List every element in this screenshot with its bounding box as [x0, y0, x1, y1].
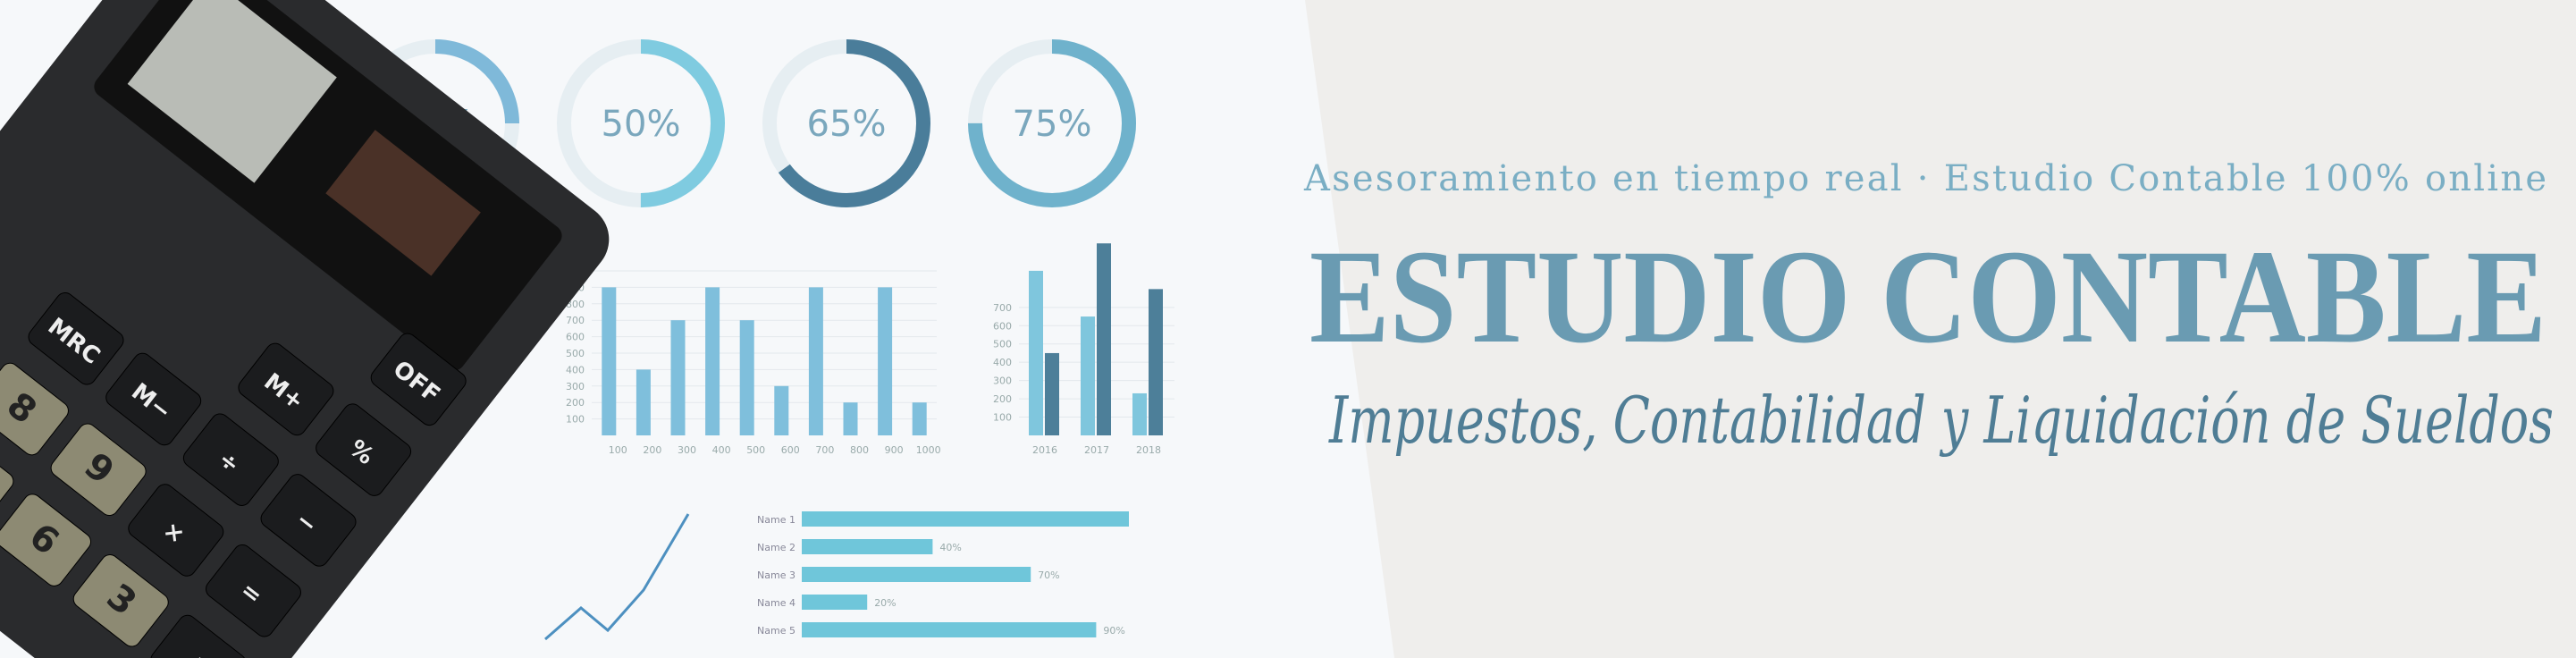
x-tick-label: 500	[746, 444, 765, 456]
bar	[878, 287, 893, 435]
bar	[774, 385, 789, 435]
calculator-display	[127, 0, 337, 183]
trend-line	[544, 513, 690, 641]
bar	[1149, 289, 1163, 435]
solar-panel	[325, 130, 481, 276]
x-tick-label: 300	[678, 444, 696, 456]
bar	[802, 511, 1129, 527]
bar	[802, 622, 1097, 637]
y-tick-label: 100	[993, 412, 1012, 424]
donut-label: 50%	[602, 104, 681, 145]
donut-arc	[351, 39, 519, 207]
y-tick-label: 500	[566, 348, 585, 359]
bar	[636, 369, 651, 435]
tagline: Asesoramiento en tiempo real · Estudio C…	[1303, 158, 2547, 199]
calculator-key	[28, 292, 124, 385]
bar	[802, 595, 868, 610]
x-tick-label: 600	[781, 444, 800, 456]
y-tick-label: 700	[993, 302, 1012, 314]
y-tick-label: 600	[993, 320, 1012, 332]
y-tick-label: 200	[566, 397, 585, 409]
y-tick-label: 400	[993, 357, 1012, 368]
calculator-key	[150, 614, 247, 658]
donut-arc	[762, 39, 930, 207]
bar	[912, 402, 927, 435]
calculator-key	[182, 413, 279, 506]
key-label: +	[181, 647, 213, 658]
bar	[808, 287, 823, 435]
y-tick-label: 600	[566, 332, 585, 343]
donut-arc	[968, 39, 1136, 207]
bar	[1029, 270, 1043, 435]
bar	[1132, 392, 1147, 435]
bar	[705, 287, 720, 435]
bar	[802, 539, 933, 554]
y-tick-label: 700	[566, 315, 585, 326]
x-tick-label: 700	[815, 444, 834, 456]
bar	[739, 320, 754, 435]
calculator-key	[206, 544, 301, 637]
y-tick-label: Name 5	[757, 625, 796, 637]
y-tick-label: 100	[566, 414, 585, 426]
calculator-key	[316, 403, 412, 496]
calculator-key	[370, 333, 467, 426]
x-tick-label: 900	[885, 444, 904, 456]
y-tick-label: Name 1	[757, 514, 796, 526]
x-tick-label: 200	[643, 444, 661, 456]
calculator-key	[72, 554, 169, 647]
calculator-key	[128, 484, 224, 577]
bar	[843, 402, 858, 435]
y-tick-label: 300	[993, 375, 1012, 387]
value-label: 70%	[1038, 569, 1059, 581]
y-tick-label: Name 3	[757, 569, 796, 581]
donut-label: 75%	[1013, 104, 1092, 145]
calculator-key	[0, 362, 69, 456]
y-tick-label: Name 4	[757, 597, 796, 609]
donut-label: 65%	[807, 104, 887, 145]
bar	[802, 567, 1031, 582]
bar	[670, 320, 686, 435]
x-tick-label: 2017	[1084, 444, 1109, 456]
y-tick-label: 800	[566, 299, 585, 310]
calculator-key	[260, 474, 357, 567]
value-label: 20%	[874, 597, 896, 609]
calculator-key	[238, 342, 334, 436]
value-label: 90%	[1103, 625, 1124, 637]
x-tick-label: 2016	[1032, 444, 1057, 456]
x-tick-label: 1000	[916, 444, 941, 456]
donut-arc	[557, 39, 725, 207]
y-tick-label: 500	[993, 339, 1012, 350]
calculator-key	[50, 423, 147, 517]
x-tick-label: 400	[712, 444, 731, 456]
x-tick-label: 800	[850, 444, 869, 456]
x-tick-label: 2018	[1136, 444, 1161, 456]
y-tick-label: 200	[993, 393, 1012, 405]
calculator-key	[0, 494, 92, 586]
x-tick-label: 100	[609, 444, 627, 456]
photo: 25%50%65%75%100%100200300400500600700800…	[351, 39, 1174, 641]
title: ESTUDIO CONTABLE	[1309, 223, 2547, 371]
bar	[1081, 316, 1095, 435]
subtitle: Impuestos, Contabilidad y Liquidación de…	[1328, 383, 2554, 458]
calculator-key	[105, 352, 202, 446]
y-tick-label: Name 2	[757, 542, 796, 553]
calculator: OFF%M+−÷M−=×+MRC987653	[0, 0, 610, 658]
bar	[1097, 243, 1111, 435]
y-tick-label: 400	[566, 364, 585, 375]
y-tick-label: 300	[566, 381, 585, 392]
bar	[1045, 352, 1059, 435]
value-label: 40%	[939, 542, 961, 553]
bar	[602, 287, 617, 435]
